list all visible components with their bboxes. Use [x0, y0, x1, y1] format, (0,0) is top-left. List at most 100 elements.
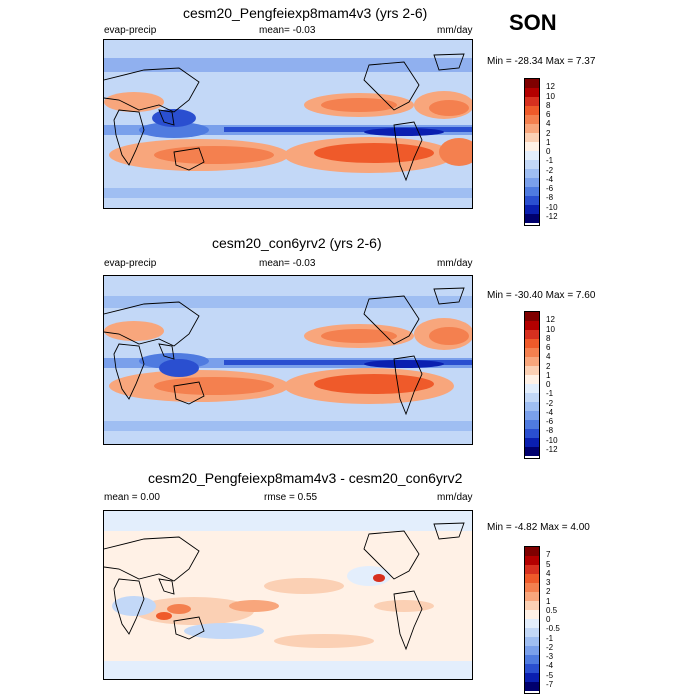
panel1-left-label: evap-precip — [104, 25, 157, 36]
colorbar-segment — [525, 646, 539, 655]
colorbar-segment — [525, 601, 539, 610]
panel3-mean-label: mean = 0.00 — [104, 492, 160, 503]
colorbar-tick-label: -4 — [546, 174, 554, 184]
colorbar-tick-label: 12 — [546, 82, 555, 92]
colorbar-tick-label: 2 — [546, 361, 551, 371]
colorbar-tick-label: 8 — [546, 100, 551, 110]
colorbar-segment — [525, 682, 539, 691]
colorbar-segment — [525, 655, 539, 664]
colorbar-tick-label: 8 — [546, 333, 551, 343]
colorbar-tick-label: -5 — [546, 670, 554, 680]
colorbar-tick-label: 4 — [546, 568, 551, 578]
colorbar-segment — [525, 142, 539, 151]
colorbar-segment — [525, 547, 539, 556]
colorbar-tick-label: 0.5 — [546, 605, 558, 615]
panel1-mean-label: mean= -0.03 — [259, 25, 316, 36]
colorbar-tick-label: 0 — [546, 615, 551, 624]
panel2-map — [103, 275, 473, 445]
colorbar-segment — [525, 583, 539, 592]
panel2-units-label: mm/day — [437, 258, 473, 269]
colorbar-tick-label: 0 — [546, 147, 551, 156]
colorbar-tick-label: -12 — [546, 444, 558, 454]
colorbar-tick-label: 0 — [546, 380, 551, 389]
colorbar-segment — [525, 447, 539, 456]
colorbar-tick-label: 12 — [546, 315, 555, 325]
panel3-map — [103, 510, 473, 680]
colorbar-segment — [525, 429, 539, 438]
colorbar-tick-label: -0.5 — [546, 624, 560, 634]
colorbar-segment — [525, 115, 539, 124]
panel1-title: cesm20_Pengfeiexp8mam4v3 (yrs 2-6) — [183, 5, 428, 21]
colorbar-segment — [525, 330, 539, 339]
colorbar-tick-label: -4 — [546, 661, 554, 671]
colorbar-segment — [525, 673, 539, 682]
colorbar-tick-label: -4 — [546, 407, 554, 417]
panel1-map-svg — [104, 40, 472, 208]
panel1-minmax: Min = -28.34 Max = 7.37 — [487, 56, 596, 67]
colorbar-segment — [525, 106, 539, 115]
colorbar-tick-label: -7 — [546, 679, 554, 689]
panel2-minmax: Min = -30.40 Max = 7.60 — [487, 290, 596, 301]
colorbar-segment — [525, 160, 539, 169]
colorbar-segment — [525, 411, 539, 420]
colorbar-segment — [525, 402, 539, 411]
colorbar-segment — [525, 348, 539, 357]
colorbar-segment — [525, 393, 539, 402]
colorbar-tick-label: 3 — [546, 578, 551, 587]
colorbar-tick-label: 10 — [546, 324, 555, 334]
colorbar-segment — [525, 592, 539, 601]
colorbar-segment — [525, 312, 539, 321]
colorbar-segment — [525, 556, 539, 565]
colorbar-tick-label: -10 — [546, 435, 558, 445]
panel1-colorbar — [524, 78, 540, 226]
colorbar-tick-label: -12 — [546, 211, 558, 221]
panel2-map-svg — [104, 276, 472, 444]
panel3-map-svg — [104, 511, 472, 679]
panel2-colorbar — [524, 311, 540, 459]
panel3-units-label: mm/day — [437, 492, 473, 503]
colorbar-segment — [525, 187, 539, 196]
colorbar-tick-label: 5 — [546, 559, 551, 569]
colorbar-segment — [525, 321, 539, 330]
panel1-map — [103, 39, 473, 209]
colorbar-segment — [525, 610, 539, 619]
panel3-colorbar — [524, 546, 540, 694]
colorbar-segment — [525, 196, 539, 205]
panel3-minmax: Min = -4.82 Max = 4.00 — [487, 522, 590, 533]
colorbar-tick-label: 2 — [546, 587, 551, 597]
colorbar-segment — [525, 628, 539, 637]
panel2-title: cesm20_con6yrv2 (yrs 2-6) — [212, 235, 382, 251]
panel2-left-label: evap-precip — [104, 258, 157, 269]
colorbar-tick-label: 7 — [546, 550, 551, 560]
colorbar-tick-label: -2 — [546, 398, 554, 408]
colorbar-segment — [525, 214, 539, 223]
colorbar-tick-label: -1 — [546, 389, 554, 399]
colorbar-tick-label: -6 — [546, 417, 554, 426]
colorbar-segment — [525, 205, 539, 214]
colorbar-segment — [525, 565, 539, 574]
colorbar-tick-label: 10 — [546, 91, 555, 101]
colorbar-segment — [525, 375, 539, 384]
colorbar-tick-label: 6 — [546, 343, 551, 352]
colorbar-tick-label: -8 — [546, 193, 554, 203]
colorbar-segment — [525, 664, 539, 673]
colorbar-segment — [525, 79, 539, 88]
colorbar-segment — [525, 637, 539, 646]
colorbar-tick-label: -1 — [546, 156, 554, 166]
colorbar-tick-label: 2 — [546, 128, 551, 138]
colorbar-tick-label: 6 — [546, 110, 551, 119]
colorbar-segment — [525, 178, 539, 187]
panel1-units-label: mm/day — [437, 25, 473, 36]
colorbar-segment — [525, 339, 539, 348]
colorbar-tick-label: -10 — [546, 202, 558, 212]
colorbar-segment — [525, 124, 539, 133]
colorbar-tick-label: 1 — [546, 370, 551, 380]
colorbar-segment — [525, 438, 539, 447]
colorbar-segment — [525, 169, 539, 178]
colorbar-segment — [525, 619, 539, 628]
colorbar-tick-label: -3 — [546, 652, 554, 661]
season-label: SON — [509, 10, 557, 35]
colorbar-tick-label: -6 — [546, 184, 554, 193]
colorbar-segment — [525, 574, 539, 583]
colorbar-segment — [525, 133, 539, 142]
